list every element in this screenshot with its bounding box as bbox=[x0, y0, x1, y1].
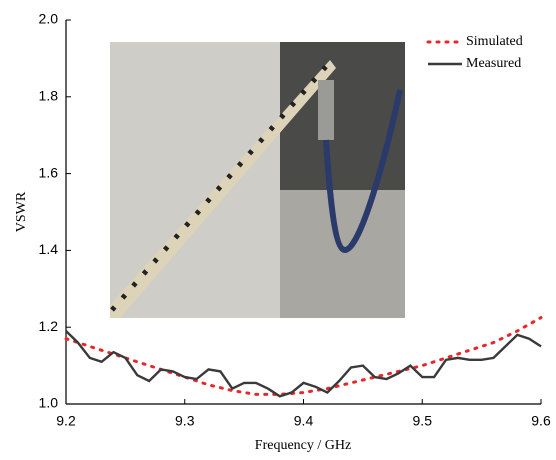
y-tick-label: 1.6 bbox=[39, 164, 59, 180]
legend-label: Simulated bbox=[466, 34, 523, 49]
x-tick-label: 9.3 bbox=[175, 413, 195, 429]
y-tick-label: 1.4 bbox=[39, 241, 59, 257]
x-tick-label: 9.2 bbox=[56, 413, 76, 429]
y-tick-label: 1.8 bbox=[39, 88, 59, 104]
y-axis-label: VSWR bbox=[14, 191, 29, 232]
x-tick-label: 9.6 bbox=[531, 413, 551, 429]
inset-photo bbox=[110, 42, 405, 318]
x-tick-label: 9.4 bbox=[294, 413, 314, 429]
series-line bbox=[64, 316, 543, 396]
y-tick-label: 2.0 bbox=[39, 11, 59, 27]
series-line bbox=[65, 330, 542, 398]
x-tick-label: 9.5 bbox=[413, 413, 433, 429]
y-tick-label: 1.0 bbox=[39, 395, 59, 411]
x-axis-label: Frequency / GHz bbox=[255, 438, 351, 453]
y-tick-label: 1.2 bbox=[39, 318, 59, 334]
legend-label: Measured bbox=[466, 56, 521, 71]
